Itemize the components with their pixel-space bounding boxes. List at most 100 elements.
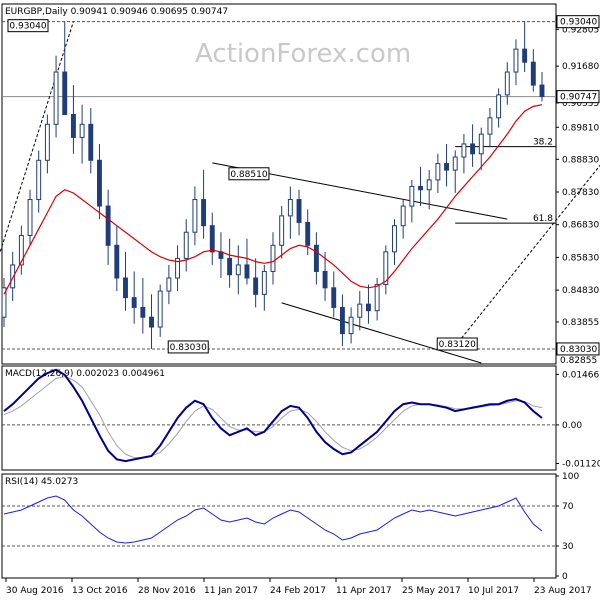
candle-body xyxy=(357,303,363,318)
candle-body xyxy=(339,306,345,335)
candle-body xyxy=(53,71,59,125)
candle-body xyxy=(539,84,545,98)
macd-tick-label: 0.00 xyxy=(562,421,582,431)
candle-body xyxy=(418,185,423,191)
annotation-label-1: 0.88510 xyxy=(230,170,267,180)
price-box-label-0: 0.93040 xyxy=(560,18,597,28)
candle-body xyxy=(487,117,493,135)
rsi-marks xyxy=(2,495,556,547)
candle-body xyxy=(313,244,319,272)
candle-body xyxy=(244,264,250,279)
macd-line xyxy=(3,368,543,463)
price-box-2 xyxy=(556,342,600,356)
macd-pane: MACD(12,26,9) 0.002023 0.004961 0.014661… xyxy=(1,365,600,471)
candle-body xyxy=(1,287,7,318)
price-tick-label: 0.84830 xyxy=(562,286,599,296)
annotation-box-1 xyxy=(228,167,270,181)
annotation-label-0: 0.93040 xyxy=(9,22,46,32)
candle-body xyxy=(10,264,16,289)
candle-body xyxy=(400,205,406,227)
time-tick-label: 10 Jul 2017 xyxy=(468,586,519,596)
price-box-0 xyxy=(556,15,600,29)
candle-body xyxy=(175,257,181,279)
candle-body xyxy=(296,199,302,223)
annotation-label-3: 0.83120 xyxy=(439,340,476,350)
candle-body xyxy=(183,231,189,259)
rsi-line xyxy=(3,495,543,544)
candle-body xyxy=(331,287,337,308)
watermark: ActionForex.com xyxy=(195,39,411,69)
candle-body xyxy=(348,316,354,335)
time-tick-label: 25 May 2017 xyxy=(402,586,461,596)
rsi-header: RSI(14) 45.0273 xyxy=(5,477,78,487)
time-tick-label: 11 Jan 2017 xyxy=(204,586,258,596)
rsi-tick-label: 70 xyxy=(562,502,574,512)
macd-header: MACD(12,26,9) 0.002023 0.004961 xyxy=(5,369,165,379)
annotation-box-2 xyxy=(167,340,209,354)
candle-body xyxy=(287,199,293,217)
candle-body xyxy=(513,48,519,73)
candle-body xyxy=(27,199,33,236)
candle-body xyxy=(96,159,102,207)
trendline-1 xyxy=(281,302,482,364)
macd-marks xyxy=(2,368,556,463)
price-header: EURGBP,Daily 0.90941 0.90946 0.90695 0.9… xyxy=(5,7,228,17)
candle-body xyxy=(131,297,137,308)
trendline-2 xyxy=(0,21,74,255)
candle-body xyxy=(322,270,328,289)
candle-body xyxy=(114,244,120,279)
candle-body xyxy=(452,156,458,171)
price-tick-label: 0.90555 xyxy=(562,99,599,109)
macd-axis: 0.014661 0.00 -0.011202 xyxy=(556,370,600,470)
rsi-pane: RSI(14) 45.0273 100 70 30 0 xyxy=(1,472,579,582)
price-pane-frame xyxy=(1,3,557,365)
candle-body xyxy=(253,277,259,295)
candle-body xyxy=(105,205,111,246)
candle-body xyxy=(192,199,198,233)
moving-average-line xyxy=(3,104,543,295)
price-pane: ActionForex.com 38.2 61.8 0.93040 0.88510 0.… xyxy=(0,3,600,366)
candle-body xyxy=(470,143,476,155)
candle-body xyxy=(166,277,172,292)
price-tick-label: 0.87830 xyxy=(562,188,599,198)
candle-body xyxy=(70,114,76,138)
time-tick-label: 11 Apr 2017 xyxy=(336,586,392,596)
price-tick-label: 0.85830 xyxy=(562,253,599,263)
candle-body xyxy=(444,163,450,171)
candle-body xyxy=(478,133,484,155)
candle-body xyxy=(279,215,285,246)
candle-body xyxy=(62,71,68,116)
rsi-tick-label: 0 xyxy=(562,572,568,582)
candle-body xyxy=(44,123,50,161)
fib-label-1: 61.8 xyxy=(533,214,553,224)
annotation-label-2: 0.83030 xyxy=(170,343,207,353)
price-tick-label: 0.92805 xyxy=(562,25,599,35)
candle-body xyxy=(88,123,94,161)
candle-body xyxy=(522,48,528,63)
candle-body xyxy=(227,257,233,276)
price-axis: 0.92805 0.91680 0.90555 0.89810 0.88830 0.878… xyxy=(556,15,600,366)
candle-body xyxy=(157,290,163,328)
price-tick-label: 0.86830 xyxy=(562,221,599,231)
price-tick-label: 0.91680 xyxy=(562,62,599,72)
candle-body xyxy=(435,163,441,181)
macd-pane-frame xyxy=(1,365,557,471)
candle-body xyxy=(409,185,415,207)
candle-body xyxy=(530,61,536,86)
annotation-box-3 xyxy=(436,337,478,351)
candle-body xyxy=(149,316,154,328)
candle-body xyxy=(36,159,42,201)
rsi-pane-frame xyxy=(1,473,557,579)
candle-body xyxy=(270,244,276,272)
candle-body xyxy=(79,123,85,138)
candle-body xyxy=(261,270,267,295)
macd-tick-label: -0.011202 xyxy=(562,460,600,470)
candle-body xyxy=(235,264,241,276)
time-tick-label: 30 Aug 2016 xyxy=(6,586,64,596)
fib-label-0: 38.2 xyxy=(533,138,553,148)
time-tick-label: 28 Nov 2016 xyxy=(138,586,196,596)
time-tick-label: 13 Oct 2016 xyxy=(72,586,128,596)
candle-body xyxy=(383,251,389,286)
rsi-axis: 100 70 30 0 xyxy=(556,472,579,582)
